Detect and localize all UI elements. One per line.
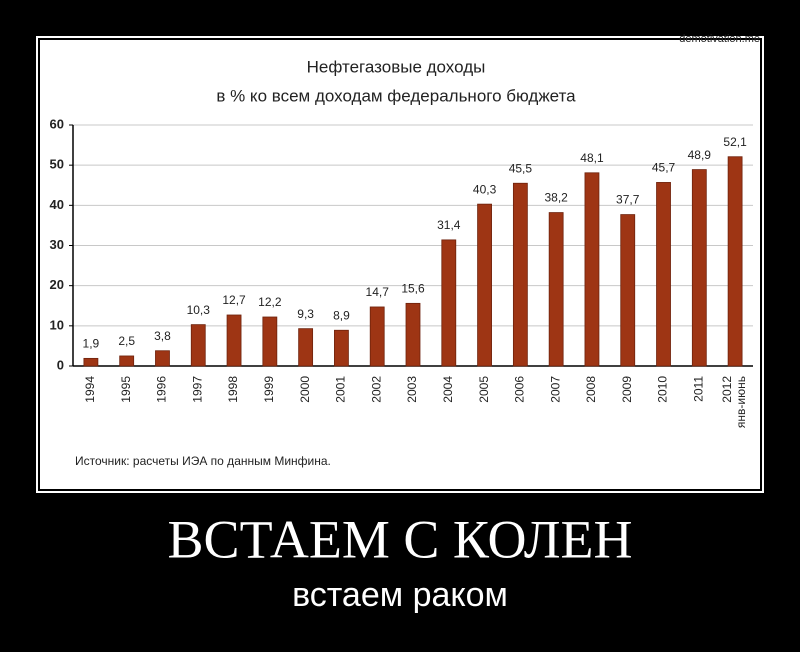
- y-tick-label: 60: [50, 116, 64, 131]
- bar: [656, 182, 671, 367]
- value-label: 3,8: [154, 329, 171, 343]
- chart-subtitle: в % ко всем доходам федерального бюджета: [216, 86, 576, 105]
- bar: [727, 156, 743, 367]
- y-tick-label: 50: [50, 157, 64, 172]
- bar: [369, 306, 385, 367]
- value-label: 12,2: [258, 295, 282, 309]
- x-tick-label: 1994: [83, 376, 97, 403]
- value-label: 52,1: [723, 135, 747, 149]
- value-label: 9,3: [297, 307, 314, 321]
- bar: [226, 314, 242, 367]
- value-label: 48,9: [688, 148, 712, 162]
- bar: [190, 324, 206, 367]
- x-tick-label: 2008: [584, 376, 598, 403]
- value-label: 48,1: [580, 151, 604, 165]
- x-tick-label: 2004: [441, 376, 455, 403]
- value-label: 45,5: [509, 161, 533, 175]
- bar: [262, 316, 278, 367]
- bar: [334, 329, 349, 367]
- value-label: 40,3: [473, 182, 497, 196]
- bar: [620, 214, 636, 367]
- bar: [477, 203, 492, 367]
- x-tick-label: 2003: [405, 376, 419, 403]
- x-tick-label: 2000: [298, 376, 312, 403]
- x-tick-label: 1999: [262, 376, 276, 403]
- x-tick-label: 2010: [656, 376, 670, 403]
- bar: [441, 239, 457, 367]
- x-tick-label: 1996: [155, 376, 169, 403]
- value-label: 2,5: [118, 334, 135, 348]
- value-label: 10,3: [187, 303, 211, 317]
- value-label: 12,7: [222, 293, 246, 307]
- value-label: 31,4: [437, 218, 461, 232]
- bar: [83, 357, 99, 367]
- bar: [691, 169, 707, 367]
- y-tick-label: 30: [50, 237, 64, 252]
- value-label: 14,7: [366, 285, 390, 299]
- y-tick-label: 40: [50, 197, 64, 212]
- chart-title: Нефтегазовые доходы: [307, 57, 486, 76]
- bar: [119, 355, 135, 367]
- x-tick-label: 2006: [513, 376, 527, 403]
- x-tick-label: 2002: [369, 376, 383, 403]
- bar: [548, 212, 564, 367]
- x-tick-label: 1998: [226, 376, 240, 403]
- value-label: 45,7: [652, 161, 676, 175]
- y-tick-label: 20: [50, 277, 64, 292]
- watermark: demotivation.me: [679, 33, 760, 45]
- y-tick-label: 0: [57, 357, 64, 372]
- bar: [405, 302, 421, 367]
- bar: [512, 182, 528, 367]
- caption: ВСТАЕМ С КОЛЕН: [168, 509, 633, 569]
- value-label: 15,6: [401, 282, 425, 296]
- x-tick-label: 1997: [190, 376, 204, 403]
- value-label: 8,9: [333, 308, 350, 322]
- value-label: 1,9: [83, 337, 100, 351]
- value-label: 37,7: [616, 193, 640, 207]
- bar: [155, 350, 170, 367]
- bar: [298, 328, 314, 367]
- x-tick-label: 1995: [119, 376, 133, 403]
- bar: [584, 172, 600, 367]
- picture: [40, 40, 760, 489]
- x-tick-label: 2005: [477, 376, 491, 403]
- value-label: 38,2: [544, 191, 568, 205]
- y-tick-label: 10: [50, 317, 64, 332]
- source-note: Источник: расчеты ИЭА по данным Минфина.: [75, 454, 331, 468]
- x-tick-label: 2009: [620, 376, 634, 403]
- subcaption: встаем раком: [292, 576, 508, 614]
- x-tick-label: 2012янв-июнь: [720, 376, 748, 428]
- x-tick-label: 2011: [691, 376, 705, 402]
- x-tick-label: 2001: [334, 376, 348, 403]
- frame: [36, 36, 764, 493]
- x-tick-label: 2007: [548, 376, 562, 403]
